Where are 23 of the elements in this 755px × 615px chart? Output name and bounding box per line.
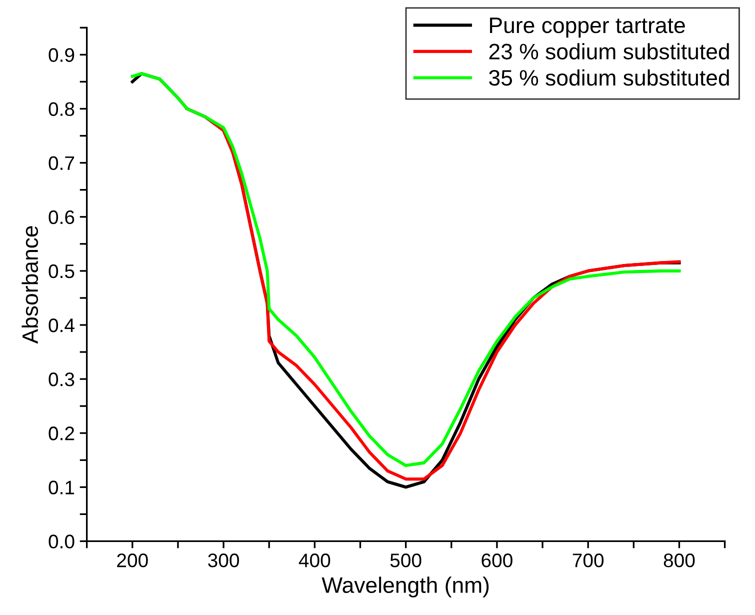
y-tick-label: 0.4 — [48, 318, 74, 332]
y-tick-label: 0.8 — [48, 102, 74, 116]
y-tick-label: 0.0 — [48, 534, 74, 548]
y-tick-label: 0.2 — [48, 426, 74, 440]
y-tick-label: 0.6 — [48, 210, 74, 224]
y-tick-label: 0.3 — [48, 372, 74, 386]
x-tick-label: 700 — [572, 554, 604, 568]
line-series — [186, 107, 681, 481]
y-tick-label: 0.5 — [48, 264, 74, 278]
legend-label: 35 % sodium substituted — [489, 69, 729, 86]
legend-label: 23 % sodium substituted — [489, 43, 729, 60]
x-axis-title: Wavelength (nm) — [322, 576, 489, 598]
x-tick-label: 800 — [664, 554, 695, 568]
x-tick-label: 500 — [390, 554, 422, 568]
y-tick-label: 0.7 — [48, 156, 74, 170]
legend-label: Pure copper tartrate — [490, 18, 685, 38]
y-tick-label: 0.1 — [48, 480, 74, 494]
x-tick-label: 400 — [298, 554, 330, 568]
x-tick-label: 300 — [208, 554, 239, 568]
y-axis-title: Absorbance — [22, 226, 38, 344]
x-tick-label: 600 — [482, 554, 512, 568]
x-tick-label: 200 — [117, 554, 148, 568]
y-tick-label: 0.9 — [48, 48, 74, 62]
